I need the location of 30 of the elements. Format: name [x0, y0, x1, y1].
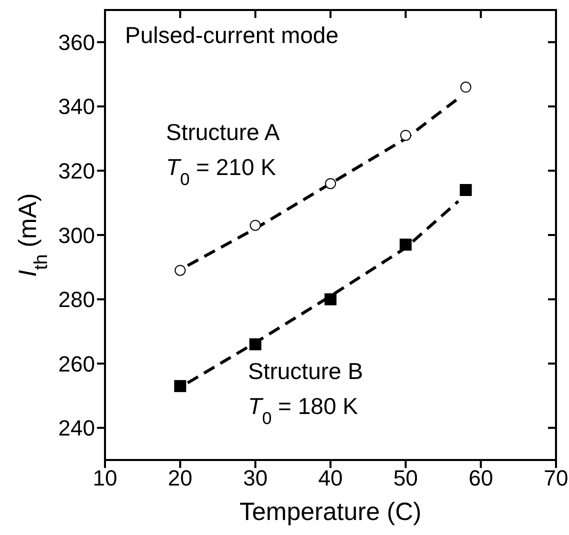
y-tick-label: 240 [58, 416, 95, 441]
point [460, 184, 472, 196]
x-tick-label: 30 [243, 466, 268, 491]
x-tick-label: 40 [318, 466, 343, 491]
y-tick-label: 360 [58, 30, 95, 55]
x-axis-title: Temperature (C) [240, 498, 422, 526]
point [400, 130, 412, 141]
point [400, 238, 412, 251]
text: Pulsed-current mode [125, 22, 338, 48]
x-tick-label: 20 [168, 466, 192, 491]
point [174, 264, 186, 276]
annotation: T$_{0}$ = 210 K [166, 154, 277, 189]
y-tick-label: 280 [58, 287, 95, 312]
y-tick-label: 320 [58, 158, 95, 184]
x-tick-label: 50 [393, 466, 418, 491]
text: Structure A [166, 119, 280, 145]
x-tick-label: 60 [468, 466, 494, 491]
point [325, 178, 336, 190]
y-tick-label: 260 [58, 351, 95, 376]
point [460, 82, 472, 93]
y-tick-label: 340 [58, 94, 95, 120]
y-tick-label: 300 [58, 222, 95, 248]
x-tick-label: 70 [544, 466, 568, 491]
point [249, 338, 262, 350]
point [174, 380, 186, 392]
x-tick-label: 10 [92, 466, 118, 491]
point [250, 220, 261, 231]
point [324, 293, 336, 306]
annotation: T$_{0}$ = 180 K [248, 393, 359, 428]
series-label: Structure B [248, 358, 364, 384]
